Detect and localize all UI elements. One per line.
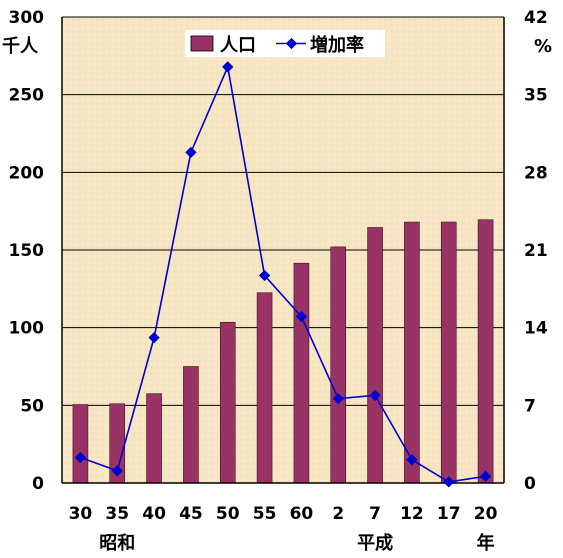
legend: 人口 増加率	[185, 30, 385, 57]
left-axis-ticks: 0 50 100 150 200 250 300	[9, 8, 45, 494]
right-tick-label: 14	[524, 319, 548, 339]
bar	[293, 262, 310, 484]
x-tick-label: 40	[142, 504, 166, 524]
x-tick-label: 20	[474, 504, 498, 524]
era-labels: 昭和 平成 年	[99, 532, 494, 554]
left-tick-label: 200	[9, 163, 45, 183]
legend-bar-swatch	[190, 35, 214, 52]
right-tick-label: 7	[524, 396, 536, 416]
left-tick-label: 50	[20, 396, 44, 416]
point	[479, 470, 492, 482]
bar	[219, 321, 236, 484]
left-tick-label: 100	[9, 319, 45, 339]
left-tick-label: 250	[9, 86, 45, 106]
bar	[183, 366, 199, 484]
bar	[72, 404, 89, 484]
bar	[367, 227, 383, 484]
x-tick-label: 17	[437, 504, 461, 524]
right-axis-ticks: 0 7 14 21 28 35 42	[524, 8, 548, 494]
x-tick-label: 55	[253, 504, 277, 524]
series-line	[80, 64, 486, 483]
point	[369, 389, 381, 402]
bar	[440, 221, 457, 484]
x-tick-label: 30	[69, 504, 93, 524]
bar	[330, 246, 347, 484]
legend-label-growth-rate: 増加率	[310, 34, 364, 56]
population-bars	[72, 219, 494, 484]
left-tick-label: 150	[9, 241, 45, 261]
x-axis-ticks: 30 35 40 45 50 55 60 2 7 12 17 20	[69, 504, 498, 524]
x-tick-label: 2	[332, 504, 344, 524]
era-label: 平成	[357, 532, 393, 554]
point	[406, 454, 418, 466]
bar	[146, 393, 162, 484]
point	[443, 476, 455, 488]
right-axis-unit: %	[534, 36, 552, 57]
right-tick-label: 21	[524, 241, 548, 261]
x-tick-label: 12	[400, 504, 424, 524]
right-tick-label: 42	[524, 8, 548, 28]
x-tick-label: 60	[290, 504, 314, 524]
left-tick-label: 300	[9, 8, 45, 28]
era-label: 昭和	[99, 533, 135, 554]
legend-label-population: 人口	[220, 35, 256, 56]
bar	[477, 219, 494, 484]
x-tick-label: 45	[179, 504, 203, 524]
point	[185, 146, 197, 159]
bar	[404, 221, 420, 484]
legend-marker	[285, 37, 298, 50]
right-tick-label: 28	[524, 163, 548, 183]
right-tick-label: 0	[524, 474, 536, 494]
axes	[61, 17, 505, 484]
era-label: 年	[477, 532, 495, 554]
x-tick-label: 35	[105, 504, 129, 524]
x-tick-label: 50	[216, 504, 240, 524]
point	[295, 310, 308, 323]
point	[258, 269, 271, 282]
right-tick-label: 35	[524, 86, 548, 106]
point	[332, 393, 344, 405]
point	[222, 61, 234, 73]
x-tick-label: 7	[369, 504, 381, 524]
left-axis-unit: 千人	[2, 36, 39, 57]
bar	[256, 292, 273, 484]
left-tick-label: 0	[32, 474, 44, 494]
point	[148, 331, 160, 344]
